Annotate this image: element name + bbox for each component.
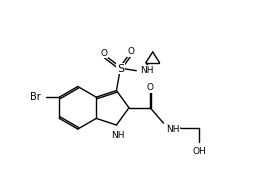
- Text: NH: NH: [140, 66, 154, 75]
- Text: O: O: [100, 49, 107, 58]
- Text: OH: OH: [192, 147, 206, 156]
- Text: NH: NH: [111, 131, 124, 140]
- Text: O: O: [147, 83, 154, 92]
- Text: NH: NH: [166, 125, 179, 134]
- Text: O: O: [128, 47, 134, 56]
- Text: Br: Br: [30, 92, 41, 102]
- Text: S: S: [117, 63, 124, 74]
